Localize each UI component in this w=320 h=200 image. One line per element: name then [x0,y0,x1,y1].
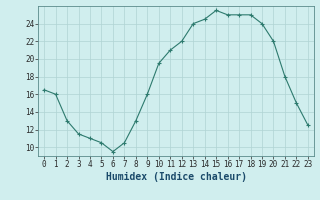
X-axis label: Humidex (Indice chaleur): Humidex (Indice chaleur) [106,172,246,182]
